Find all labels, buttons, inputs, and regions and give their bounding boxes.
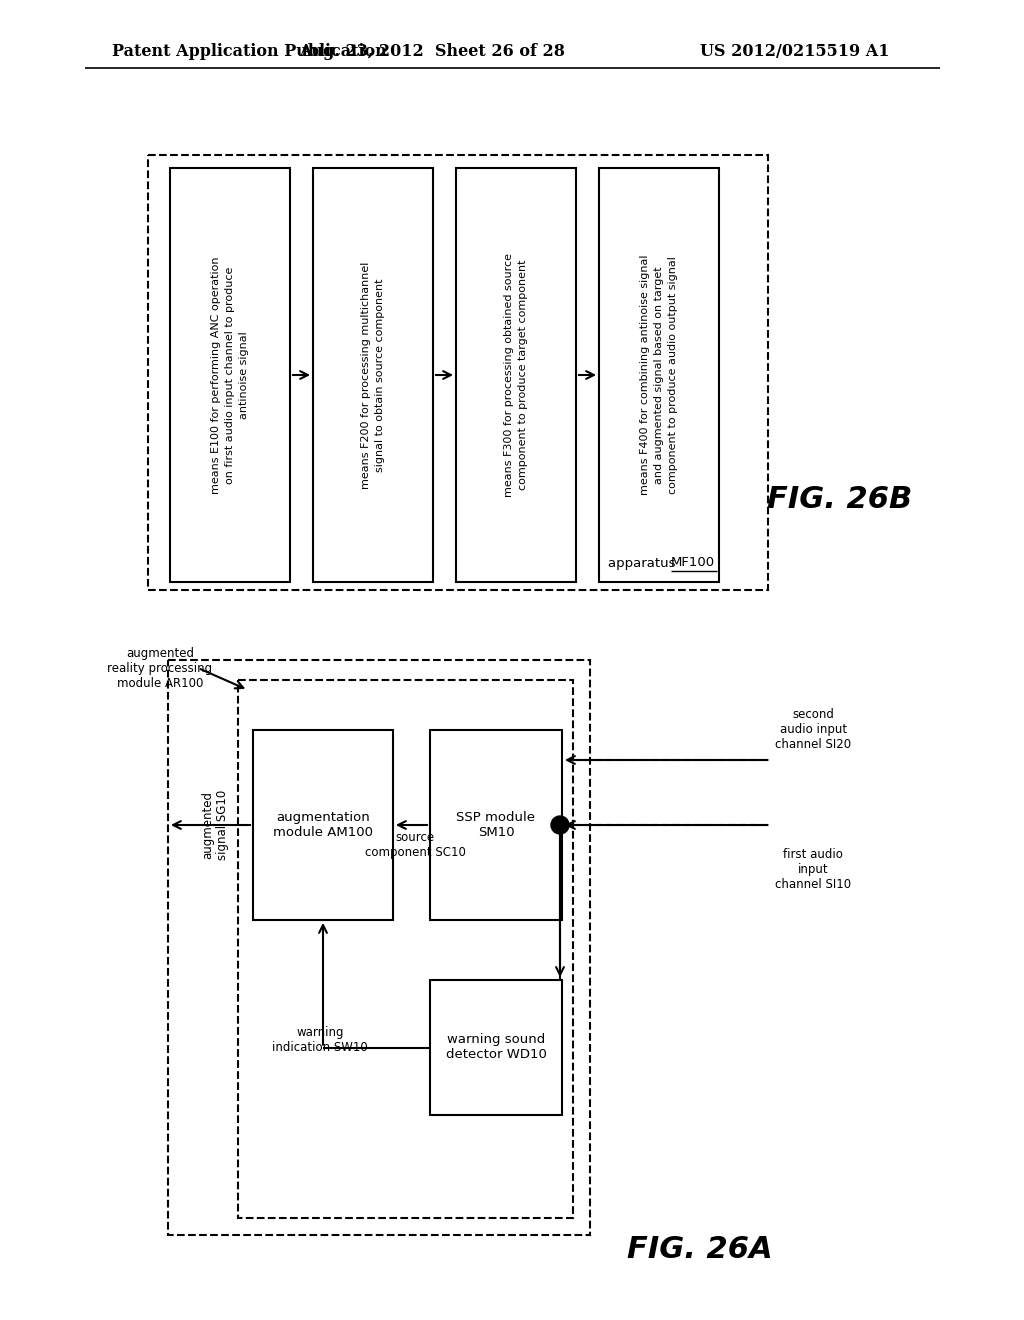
Text: augmented
reality processing
module AR100: augmented reality processing module AR10… [108,647,213,690]
Text: means F400 for combining antinoise signal
and augmented signal based on target
c: means F400 for combining antinoise signa… [640,255,678,495]
Text: means F300 for processing obtained source
component to produce target component: means F300 for processing obtained sourc… [504,253,528,498]
Text: warning sound
detector WD10: warning sound detector WD10 [445,1034,547,1061]
Text: augmentation
module AM100: augmentation module AM100 [273,810,373,840]
Text: MF100: MF100 [671,557,715,569]
Text: source
component SC10: source component SC10 [365,832,466,859]
Text: second
audio input
channel SI20: second audio input channel SI20 [775,709,851,751]
Bar [430,730,562,920]
Text: first audio
input
channel SI10: first audio input channel SI10 [775,849,851,891]
Text: Patent Application Publication: Patent Application Publication [112,44,387,61]
Text: augmented
signal SG10: augmented signal SG10 [201,789,229,861]
Text: FIG. 26B: FIG. 26B [767,486,912,515]
Bar [599,168,719,582]
Bar [168,660,590,1236]
Bar [170,168,290,582]
Text: means E100 for performing ANC operation
on first audio input channel to produce
: means E100 for performing ANC operation … [211,256,249,494]
Bar [430,979,562,1115]
Bar [148,154,768,590]
Text: FIG. 26A: FIG. 26A [627,1236,773,1265]
Text: Aug. 23, 2012  Sheet 26 of 28: Aug. 23, 2012 Sheet 26 of 28 [299,44,565,61]
Text: warning
indication SW10: warning indication SW10 [272,1026,368,1053]
Bar [253,730,393,920]
Bar [313,168,433,582]
Circle shape [551,816,569,834]
Text: means F200 for processing multichannel
signal to obtain source component: means F200 for processing multichannel s… [361,261,385,488]
Bar [238,680,573,1218]
Text: US 2012/0215519 A1: US 2012/0215519 A1 [700,44,890,61]
Bar [456,168,575,582]
Text: SSP module
SM10: SSP module SM10 [457,810,536,840]
Text: apparatus: apparatus [608,557,680,569]
